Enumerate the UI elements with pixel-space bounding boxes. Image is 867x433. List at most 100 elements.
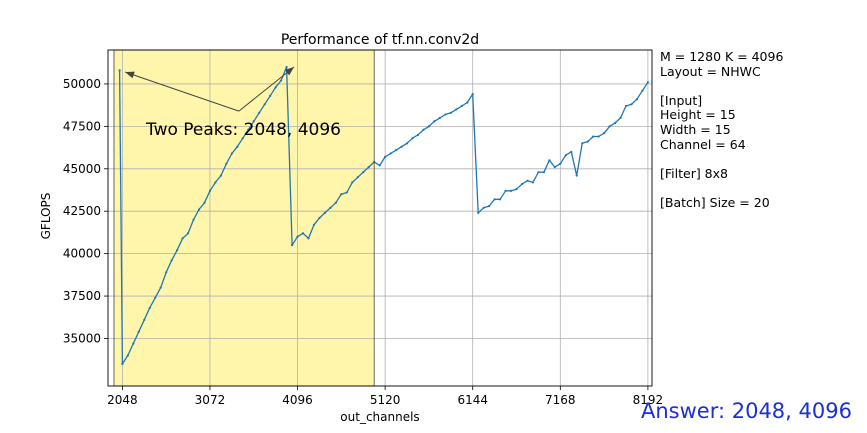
data-point [460,104,463,108]
data-point [362,171,365,174]
y-tick-label: 50000 [63,77,101,91]
annotation-arrowhead [125,71,135,79]
highlight-span [113,50,375,386]
data-point [531,181,535,184]
data-point [570,150,573,153]
data-point [542,171,545,174]
data-point [498,198,502,201]
ticks: 2048 3072 4096 5120 6144 7168 8192 35000 37500 40… [63,77,663,407]
x-tick-label: 7168 [545,393,576,407]
x-axis-label: out_channels [340,410,419,424]
x-tick-label: 6144 [457,393,488,407]
data-point [444,113,447,116]
data-point [411,137,414,140]
y-tick-label: 47500 [63,119,101,133]
data-point [367,165,370,169]
info-line: Width = 15 [660,121,731,137]
x-tick-label: 3072 [195,393,226,407]
data-point [466,101,469,104]
data-point [455,108,458,111]
data-point [559,162,562,165]
data-point [263,103,266,106]
data-point [334,201,337,204]
data-point [269,94,272,97]
answer-text: Answer: 2048, 4096 [641,399,852,423]
data-point [389,152,392,155]
data-point [564,154,567,157]
y-tick-label: 37500 [63,289,101,303]
data-point [345,191,348,194]
data-point [493,198,496,201]
info-line: [Filter] 8x8 [660,165,728,181]
plot-frame [107,49,653,387]
info-line: M = 1280 K = 4096 [660,49,784,64]
annotation-text: Two Peaks: 2048, 4096 [145,120,341,140]
data-point [159,286,162,289]
data-point [630,103,633,106]
data-point [488,205,491,208]
annotation-arrow [124,71,240,112]
data-point [635,98,639,101]
data-point [258,111,261,114]
data-point [118,69,121,72]
y-tick-label: 42500 [63,204,101,218]
info-line: Layout = NHWC [660,63,761,79]
data-point [422,128,425,131]
data-point [575,174,578,177]
data-point [323,211,327,215]
info-line: Height = 15 [660,107,736,123]
data-point [274,86,277,89]
data-point [176,249,179,252]
data-point [526,179,529,182]
data-point [427,125,431,128]
y-tick-label: 35000 [63,331,101,345]
data-point [477,211,480,215]
data-point [537,171,540,174]
data-point [290,244,294,247]
data-point [280,79,283,82]
data-point [619,116,622,119]
info-line [660,181,783,196]
data-point [394,149,398,152]
data-point [608,125,611,128]
data-point [548,159,551,162]
data-point [225,162,228,165]
data-point [197,208,201,211]
data-point [181,237,184,240]
x-tick-label: 2048 [107,393,138,407]
data-point [405,142,409,145]
data-point [449,111,452,114]
data-point [165,271,168,274]
data-point [384,155,387,159]
info-line [660,79,783,94]
data-point [592,135,595,138]
y-tick-label: 45000 [63,162,101,176]
data-point [312,223,316,226]
data-point [351,181,354,184]
data-point [236,145,239,148]
data-point [247,128,250,131]
data-point [285,65,288,69]
data-point [186,232,190,235]
data-point [148,306,151,310]
data-point [482,206,485,209]
data-point [504,189,507,192]
parameter-info: M = 1280 K = 4096 Layout = NHWC [Input] He… [660,49,784,211]
annotation-arrowhead [284,66,295,76]
info-line: [Batch] Size = 20 [660,194,770,210]
data-point [356,176,359,179]
data-point [603,132,606,135]
data-point [318,216,321,220]
data-point [203,201,206,204]
x-tick-label: 8192 [633,393,664,407]
data-point [613,121,617,125]
data-point [296,235,299,238]
data-point [471,93,474,96]
data-point [646,81,649,84]
data-point [143,318,146,321]
x-tick-label: 4096 [282,393,313,407]
data-point [597,135,600,138]
data-point [378,164,381,167]
info-line [660,152,783,167]
data-point [400,145,403,148]
